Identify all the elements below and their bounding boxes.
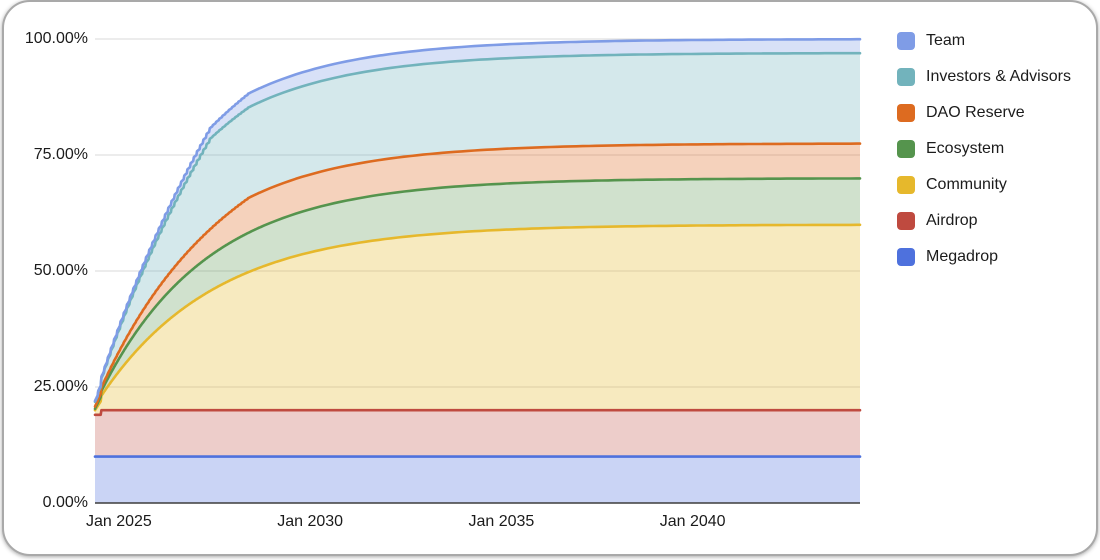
legend-label-team: Team [926, 32, 966, 49]
x-tick-label: Jan 2025 [85, 513, 152, 530]
stacked-area-chart[interactable] [4, 2, 1098, 556]
line-investors-advisors [93, 51, 862, 404]
legend-item-team[interactable]: Team [897, 23, 1071, 59]
legend-label-airdrop: Airdrop [926, 212, 978, 229]
line-ecosystem [93, 177, 862, 411]
x-tick-label: Jan 2035 [468, 513, 535, 530]
legend-swatch-ecosystem [897, 140, 915, 158]
legend-label-investors-advisors: Investors & Advisors [926, 68, 1071, 85]
line-airdrop [93, 408, 862, 417]
series-areas [95, 39, 860, 503]
area-megadrop [95, 456, 860, 503]
legend-label-community: Community [926, 176, 1007, 193]
y-tick-label: 75.00% [33, 146, 88, 163]
area-dao-reserve [95, 143, 860, 409]
series-lines [93, 37, 862, 458]
legend-item-community[interactable]: Community [897, 167, 1071, 203]
x-tick-label: Jan 2030 [277, 513, 344, 530]
x-tick-label: Jan 2040 [659, 513, 726, 530]
legend-swatch-megadrop [897, 248, 915, 266]
legend-label-ecosystem: Ecosystem [926, 140, 1005, 157]
legend-item-ecosystem[interactable]: Ecosystem [897, 131, 1071, 167]
line-community [93, 223, 862, 412]
y-tick-label: 25.00% [33, 378, 88, 395]
y-tick-label: 100.00% [24, 30, 88, 47]
line-dao-reserve [93, 142, 862, 408]
legend-item-airdrop[interactable]: Airdrop [897, 203, 1071, 239]
legend-swatch-dao-reserve [897, 104, 915, 122]
legend-swatch-community [897, 176, 915, 194]
area-investors-advisors [95, 53, 860, 407]
area-community [95, 224, 860, 415]
legend-swatch-investors-advisors [897, 68, 915, 86]
legend-item-investors-advisors[interactable]: Investors & Advisors [897, 59, 1071, 95]
line-team [93, 37, 862, 403]
y-tick-label: 0.00% [42, 494, 88, 511]
legend-swatch-airdrop [897, 212, 915, 230]
legend-label-megadrop: Megadrop [926, 248, 999, 265]
legend-item-megadrop[interactable]: Megadrop [897, 239, 1071, 275]
area-ecosystem [95, 178, 860, 411]
legend-swatch-team [897, 32, 915, 50]
legend: Team Investors & Advisors DAO Reserve Ecosy… [897, 23, 1071, 275]
area-airdrop [95, 410, 860, 457]
legend-label-dao-reserve: DAO Reserve [926, 104, 1025, 121]
legend-item-dao-reserve[interactable]: DAO Reserve [897, 95, 1071, 131]
y-tick-label: 50.00% [33, 262, 88, 279]
